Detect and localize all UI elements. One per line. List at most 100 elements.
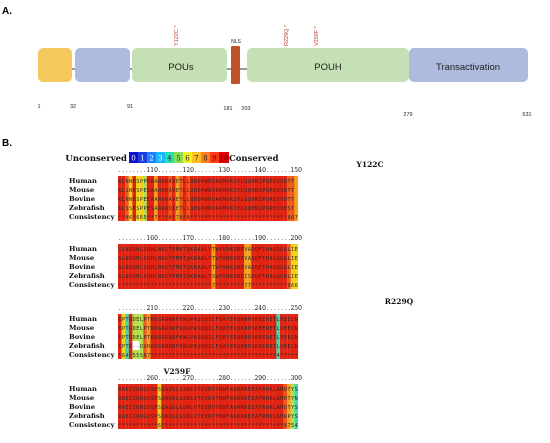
residue-letter: A: [197, 256, 201, 262]
residue-letter: L: [212, 317, 215, 323]
alignment-cell: [132, 411, 137, 420]
alignment-cell: [146, 212, 151, 221]
residue-letter: T: [179, 206, 182, 212]
residue-letter: *: [125, 283, 128, 289]
alignment-cell: [193, 271, 198, 280]
alignment-cell: [294, 402, 299, 411]
residue-letter: K: [244, 387, 248, 393]
residue-letter: Q: [266, 197, 269, 203]
alignment-cell: [172, 323, 176, 332]
residue-letter: *: [183, 353, 186, 359]
alignment-cell: [236, 271, 241, 280]
residue-letter: P: [262, 206, 265, 212]
residue-letter: 7: [248, 283, 251, 289]
alignment-cell: [200, 411, 205, 420]
residue-letter: *: [172, 215, 175, 221]
residue-letter: *: [248, 215, 251, 221]
residue-letter: N: [219, 387, 222, 393]
residue-letter: F: [215, 326, 218, 332]
alignment-cell: [143, 314, 147, 323]
alignment-cell: [154, 244, 158, 253]
alignment-cell: [229, 194, 234, 203]
residue-letter: L: [287, 265, 290, 271]
alignment-cell: [283, 203, 288, 212]
residue-letter: S: [251, 326, 254, 332]
alignment-cell: [128, 350, 133, 359]
alignment-cell: [208, 194, 212, 203]
residue-letter: K: [190, 247, 194, 253]
residue-letter: V: [280, 326, 283, 332]
residue-letter: G: [273, 256, 276, 262]
residue-letter: G: [179, 405, 182, 411]
residue-letter: C: [129, 396, 132, 402]
residue-letter: *: [233, 215, 236, 221]
alignment-cell: [283, 271, 288, 280]
residue-letter: H: [194, 197, 197, 203]
residue-letter: L: [205, 256, 208, 262]
residue-letter: A: [248, 256, 252, 262]
residue-letter: *: [122, 283, 125, 289]
ruler-tick-label: 180: [218, 235, 230, 242]
residue-letter: R: [269, 206, 273, 212]
residue-letter: K: [230, 179, 234, 185]
block-mutation-label: V259F: [163, 367, 191, 376]
residue-letter: P: [287, 414, 290, 420]
residue-letter: Q: [255, 247, 258, 253]
residue-letter: R: [266, 317, 270, 323]
residue-letter: S: [212, 274, 215, 280]
residue-letter: R: [140, 405, 144, 411]
alignment-cell: [226, 212, 230, 221]
alignment-cell: [240, 393, 245, 402]
residue-letter: R: [237, 274, 241, 280]
alignment-cell: [244, 253, 248, 262]
legend-digit: 8: [203, 155, 207, 163]
alignment-cell: [287, 350, 291, 359]
alignment-cell: [258, 262, 263, 271]
residue-letter: R: [118, 405, 122, 411]
alignment-cell: [233, 402, 237, 411]
residue-letter: S: [295, 387, 298, 393]
ruler-tick-label: 300: [290, 375, 302, 382]
residue-letter: P: [201, 197, 204, 203]
residue-letter: *: [176, 353, 179, 359]
alignment-cell: [161, 212, 165, 221]
residue-letter: *: [158, 353, 161, 359]
residue-letter: *: [259, 215, 262, 221]
alignment-cell: [200, 212, 205, 221]
residue-letter: N: [125, 256, 128, 262]
residue-letter: R: [172, 344, 176, 350]
domain-pouh: [247, 48, 409, 82]
alignment-cell: [226, 350, 230, 359]
residue-letter: V: [212, 387, 215, 393]
alignment-cell: [240, 341, 245, 350]
residue-letter: W: [205, 206, 209, 212]
alignment-cell: [139, 341, 144, 350]
residue-letter: Q: [205, 326, 208, 332]
residue-letter: N: [169, 335, 172, 341]
alignment-cell: [121, 323, 126, 332]
residue-letter: A: [277, 387, 281, 393]
residue-letter: G: [273, 265, 276, 271]
alignment-cell: [164, 203, 169, 212]
residue-letter: N: [169, 344, 172, 350]
alignment-cell: [146, 341, 151, 350]
alignment-cell: [136, 244, 140, 253]
alignment-cell: [251, 384, 255, 393]
residue-letter: A: [230, 405, 234, 411]
residue-letter: *: [259, 283, 262, 289]
residue-letter: T: [197, 414, 200, 420]
alignment-cell: [229, 262, 234, 271]
alignment-cell: [179, 185, 183, 194]
alignment-cell: [121, 176, 126, 185]
residue-letter: F: [176, 344, 179, 350]
alignment-cell: [294, 212, 299, 221]
alignment-cell: [146, 176, 151, 185]
residue-letter: *: [226, 423, 229, 429]
alignment-cell: [139, 271, 144, 280]
residue-letter: V: [223, 265, 226, 271]
alignment-cell: [247, 393, 252, 402]
residue-letter: K: [269, 405, 273, 411]
alignment-cell: [164, 262, 169, 271]
alignment-cell: [193, 244, 198, 253]
alignment-cell: [125, 350, 129, 359]
